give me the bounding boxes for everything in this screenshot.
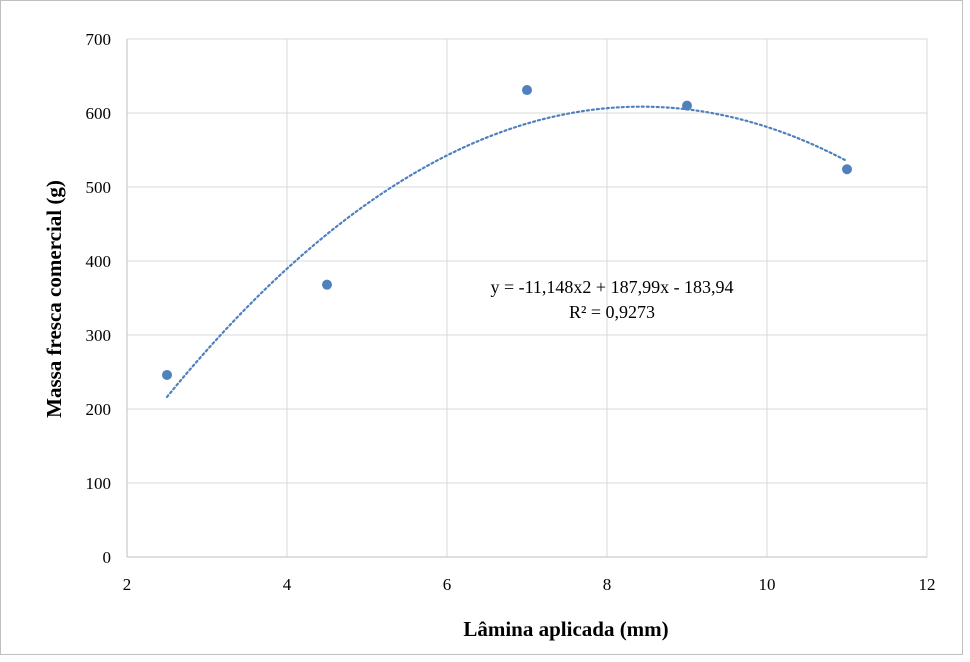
x-tick-label-10: 10 (759, 575, 776, 594)
data-point-0-3 (682, 100, 692, 111)
data-point-0-2 (522, 85, 532, 96)
y-tick-label-200: 200 (86, 400, 112, 419)
data-point-0-0 (162, 369, 172, 380)
data-point-0-1 (322, 279, 332, 290)
data-point-0-4 (842, 164, 852, 175)
tick-labels: 0 100 200 300 400 500 600 700 2 4 6 8 10 12 (86, 30, 936, 594)
x-tick-label-12: 12 (919, 575, 936, 594)
x-tick-label-8: 8 (603, 575, 612, 594)
trendline-group (165, 105, 849, 398)
grid-lines (127, 38, 928, 557)
y-tick-label-600: 600 (86, 104, 112, 123)
x-tick-label-6: 6 (443, 575, 452, 594)
y-tick-label-100: 100 (86, 474, 112, 493)
equation-label: y = -11,148x2 + 187,99x - 183,94 (490, 277, 733, 297)
axes (126, 39, 927, 558)
y-tick-label-700: 700 (86, 30, 112, 49)
y-tick-label-300: 300 (86, 326, 112, 345)
y-tick-label-400: 400 (86, 252, 112, 271)
data-points (162, 85, 852, 380)
r-squared-label: R² = 0,9273 (569, 302, 655, 322)
y-tick-label-0: 0 (103, 548, 112, 567)
trendline (165, 105, 849, 398)
y-axis-title: Massa fresca comercial (g) (42, 180, 66, 418)
x-tick-label-2: 2 (123, 575, 132, 594)
y-tick-label-500: 500 (86, 178, 112, 197)
x-tick-label-4: 4 (283, 575, 292, 594)
x-axis-title: Lâmina aplicada (mm) (463, 617, 668, 641)
